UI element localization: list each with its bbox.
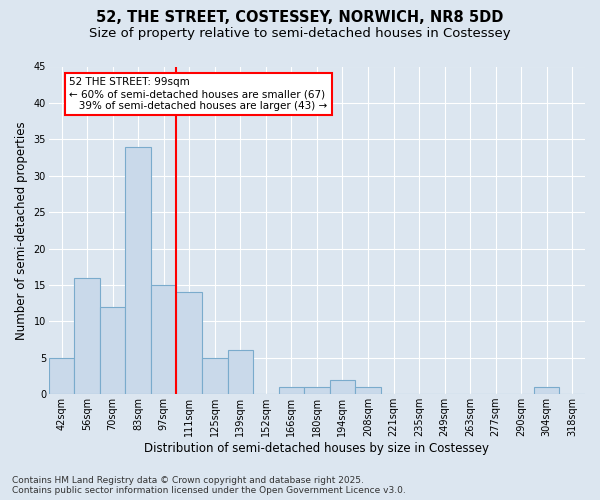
Bar — [176, 292, 202, 394]
Bar — [125, 146, 151, 394]
Bar — [227, 350, 253, 394]
Bar — [202, 358, 227, 394]
Text: Contains HM Land Registry data © Crown copyright and database right 2025.
Contai: Contains HM Land Registry data © Crown c… — [12, 476, 406, 495]
Bar — [329, 380, 355, 394]
Bar — [49, 358, 74, 394]
X-axis label: Distribution of semi-detached houses by size in Costessey: Distribution of semi-detached houses by … — [145, 442, 490, 455]
Bar — [278, 387, 304, 394]
Bar — [355, 387, 381, 394]
Text: Size of property relative to semi-detached houses in Costessey: Size of property relative to semi-detach… — [89, 28, 511, 40]
Bar — [151, 285, 176, 394]
Bar — [534, 387, 559, 394]
Bar — [304, 387, 329, 394]
Bar — [74, 278, 100, 394]
Bar — [100, 307, 125, 394]
Y-axis label: Number of semi-detached properties: Number of semi-detached properties — [15, 121, 28, 340]
Text: 52 THE STREET: 99sqm
← 60% of semi-detached houses are smaller (67)
   39% of se: 52 THE STREET: 99sqm ← 60% of semi-detac… — [69, 78, 328, 110]
Text: 52, THE STREET, COSTESSEY, NORWICH, NR8 5DD: 52, THE STREET, COSTESSEY, NORWICH, NR8 … — [97, 10, 503, 25]
